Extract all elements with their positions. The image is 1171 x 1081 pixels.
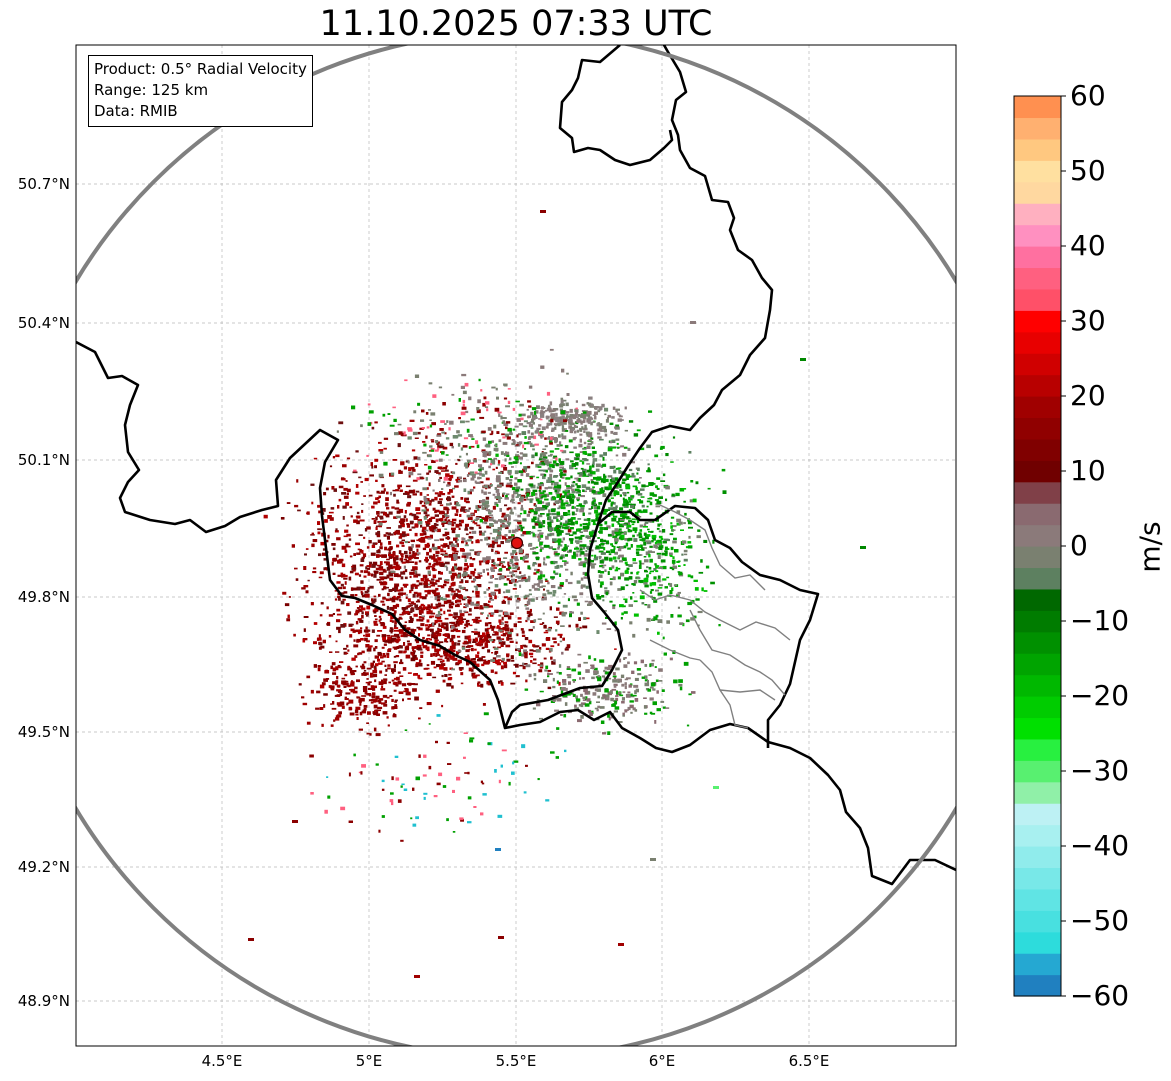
lon-label: 5°E (355, 1052, 383, 1070)
colorbar-tick-label: −40 (1070, 829, 1130, 862)
colorbar-swatch (1014, 974, 1061, 997)
lon-label: 6°E (648, 1052, 676, 1070)
colorbar-swatch (1014, 867, 1061, 890)
colorbar-swatch (1014, 846, 1061, 869)
colorbar-ticks (1061, 95, 1066, 997)
radar-echoes (248, 210, 866, 978)
lon-label: 5.5°E (495, 1052, 537, 1070)
colorbar-swatch (1014, 374, 1061, 397)
lon-label: 4.5°E (201, 1052, 243, 1070)
colorbar-swatch (1014, 396, 1061, 419)
lat-label: 49.2°N (17, 858, 70, 876)
colorbar-tick-label: −20 (1070, 679, 1130, 712)
colorbar-swatch (1014, 267, 1061, 290)
country-borders (76, 45, 956, 886)
colorbar-swatch (1014, 117, 1061, 140)
colorbar-swatch (1014, 631, 1061, 654)
colorbar-tick-label: −30 (1070, 754, 1130, 787)
lon-label: 6.5°E (788, 1052, 830, 1070)
colorbar-swatch (1014, 653, 1061, 676)
colorbar-tick-label: 40 (1070, 229, 1106, 262)
colorbar-swatch (1014, 696, 1061, 719)
colorbar-swatch (1014, 803, 1061, 826)
colorbar-swatch (1014, 824, 1061, 847)
colorbar-swatch (1014, 588, 1061, 611)
colorbar-swatch (1014, 138, 1061, 161)
region-borders (639, 504, 791, 729)
colorbar-swatch (1014, 96, 1061, 119)
colorbar-swatch (1014, 910, 1061, 933)
colorbar-swatch (1014, 760, 1061, 783)
colorbar-swatch (1014, 503, 1061, 526)
colorbar-tick-label: 10 (1070, 454, 1106, 487)
lat-label: 49.5°N (17, 723, 70, 741)
colorbar-tick-label: 60 (1070, 79, 1106, 112)
colorbar-tick-label: 20 (1070, 379, 1106, 412)
colorbar-swatch (1014, 953, 1061, 976)
lat-label: 48.9°N (17, 992, 70, 1010)
colorbar-swatch (1014, 481, 1061, 504)
colorbar-swatch (1014, 888, 1061, 911)
colorbar-swatch (1014, 181, 1061, 204)
range-label: Range: 125 km (94, 81, 209, 99)
colorbar-unit-label: m/s (1133, 521, 1167, 573)
colorbar-swatch (1014, 331, 1061, 354)
colorbar-swatch (1014, 224, 1061, 247)
colorbar-swatch (1014, 567, 1061, 590)
colorbar-swatch (1014, 546, 1061, 569)
colorbar-swatch (1014, 738, 1061, 761)
lat-label: 50.1°N (17, 451, 70, 469)
product-info-box: Product: 0.5° Radial Velocity Range: 125… (88, 55, 313, 127)
data-source-label: Data: RMIB (94, 102, 178, 120)
colorbar-swatch (1014, 203, 1061, 226)
colorbar-swatch (1014, 524, 1061, 547)
colorbar-swatch (1014, 417, 1061, 440)
lat-label: 50.4°N (17, 314, 70, 332)
colorbar-swatch (1014, 460, 1061, 483)
colorbar-swatch (1014, 931, 1061, 954)
colorbar-tick-label: −60 (1070, 979, 1130, 1012)
colorbar-swatch (1014, 288, 1061, 311)
map-frame (75, 44, 957, 1047)
colorbar-swatch (1014, 160, 1061, 183)
colorbar-tick-label: 30 (1070, 304, 1106, 337)
colorbar-tick-label: 50 (1070, 154, 1106, 187)
colorbar-swatch (1014, 353, 1061, 376)
colorbar-tick-label: −10 (1070, 604, 1130, 637)
lat-label: 50.7°N (17, 175, 70, 193)
colorbar-tick-label: −50 (1070, 904, 1130, 937)
colorbar-swatch (1014, 438, 1061, 461)
colorbar-swatch (1014, 310, 1061, 333)
map-title: 11.10.2025 07:33 UTC (319, 4, 713, 44)
colorbar-swatch (1014, 781, 1061, 804)
radar-site-marker[interactable] (510, 536, 524, 550)
product-label: Product: 0.5° Radial Velocity (94, 60, 307, 78)
colorbar-swatch (1014, 717, 1061, 740)
graticule (76, 45, 956, 1046)
colorbar (1014, 96, 1061, 997)
colorbar-swatch (1014, 610, 1061, 633)
colorbar-tick-label: 0 (1070, 529, 1088, 562)
colorbar-swatch (1014, 674, 1061, 697)
colorbar-swatch (1014, 246, 1061, 269)
lat-label: 49.8°N (17, 588, 70, 606)
